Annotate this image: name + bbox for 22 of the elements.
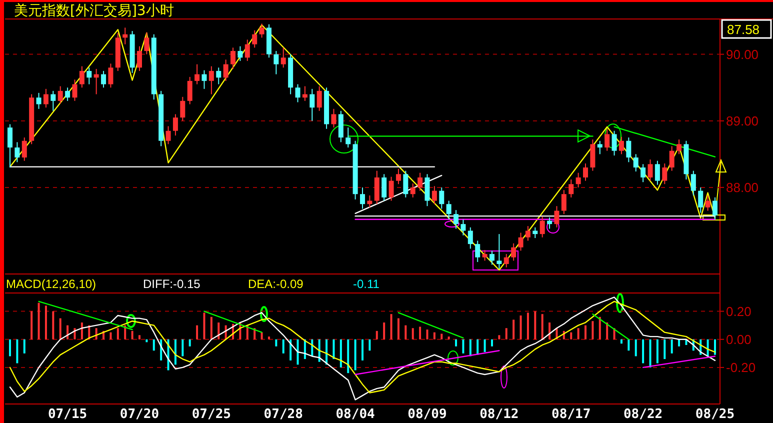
text: 87.58 [727, 22, 760, 37]
y-tick-label: 89.00 [726, 113, 759, 128]
y-tick-label: 0.00 [726, 332, 752, 347]
text: DEA:-0.09 [248, 277, 304, 291]
x-tick-label: 07/28 [264, 407, 304, 422]
x-tick-label: 07/20 [120, 407, 160, 422]
x-tick-label: 08/25 [695, 407, 735, 422]
chart-title: 美元指数[外汇交易]3小时 [14, 3, 174, 19]
x-tick-label: 08/22 [623, 407, 663, 422]
y-tick-label: -0.20 [726, 360, 756, 376]
text: -0.11 [353, 277, 380, 291]
text: DIFF:-0.15 [143, 277, 201, 291]
x-tick-label: 08/12 [480, 407, 519, 422]
y-tick-label: 0.20 [726, 304, 752, 319]
chart-title: MACD(12,26,10) [6, 277, 96, 291]
x-tick-label: 07/15 [48, 407, 88, 422]
x-tick-label: 08/17 [552, 407, 591, 422]
x-tick-label: 07/25 [192, 407, 231, 422]
x-tick-label: 08/04 [336, 407, 376, 422]
x-tick-label: 08/09 [408, 407, 447, 422]
y-tick-label: 88.00 [726, 180, 759, 195]
y-tick-label: 90.00 [726, 46, 759, 62]
